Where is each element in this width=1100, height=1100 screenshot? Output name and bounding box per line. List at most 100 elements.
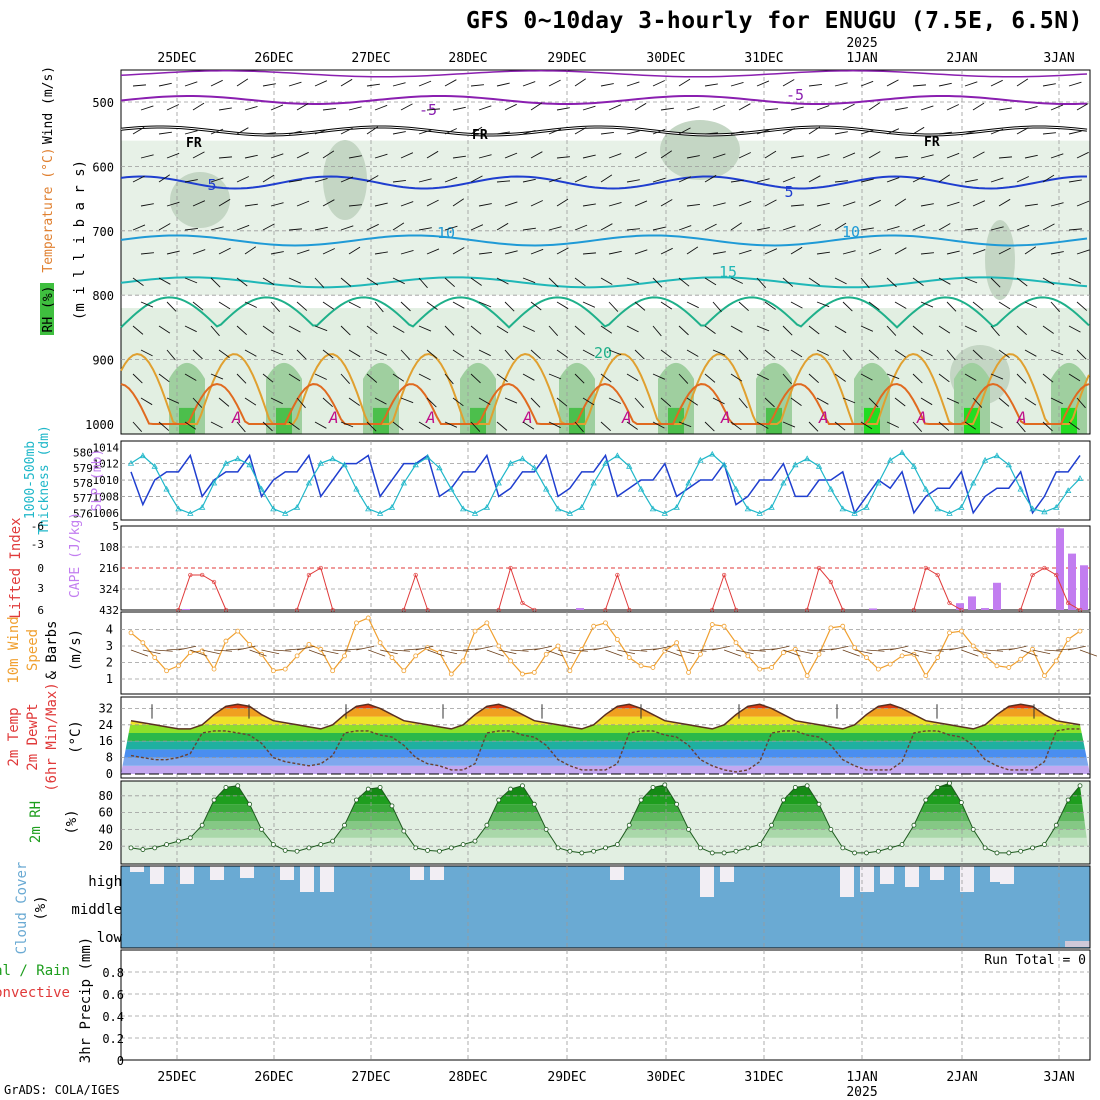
- wind-barb: [236, 325, 247, 336]
- rh-point: [1053, 822, 1059, 828]
- wind-barb: [998, 349, 1010, 359]
- wind-speed-point: [567, 668, 573, 674]
- wind-barb: [1024, 203, 1038, 207]
- wind-barb: [288, 179, 302, 183]
- lifted-index-line: [403, 573, 429, 611]
- wind-barb: [548, 277, 559, 288]
- wind-barb-surface: [735, 649, 754, 655]
- wind-barb-surface: [190, 649, 208, 657]
- cloud-high-block: [150, 866, 164, 884]
- wind-barb: [374, 251, 388, 255]
- wind-barb: [686, 349, 699, 357]
- day-label-bottom: 30DEC: [646, 1070, 685, 1085]
- wind-speed-point: [1018, 656, 1024, 662]
- rh-point: [567, 848, 573, 854]
- wind-barb: [712, 153, 726, 159]
- day-label-top: 1JAN: [846, 51, 877, 66]
- wind-barb: [764, 248, 778, 255]
- wind-barb: [426, 199, 439, 207]
- thickness-point: [732, 485, 740, 492]
- cloud-high-block: [240, 866, 254, 878]
- wind-barb: [366, 421, 377, 432]
- wind-barb: [192, 349, 203, 360]
- wind-barb-surface: [652, 645, 671, 651]
- wind-barb: [262, 132, 276, 135]
- day-label-bottom: 26DEC: [254, 1070, 293, 1085]
- wind-speed-point: [674, 640, 680, 646]
- wind-speed-point: [947, 630, 952, 636]
- wind-barb: [574, 224, 588, 231]
- lifted-index-line: [913, 567, 962, 611]
- wind-barb: [582, 154, 596, 159]
- wind-speed-point: [128, 630, 134, 636]
- rh-point: [674, 801, 680, 807]
- wind-barb-surface: [807, 649, 826, 652]
- rh-label: RH (%): [41, 286, 56, 333]
- cape-bar: [1068, 553, 1076, 610]
- wind-barb: [392, 373, 405, 382]
- wind-barb: [296, 301, 308, 311]
- wind-speed-point: [982, 653, 988, 659]
- rh-point: [1030, 845, 1035, 851]
- wind-speed-point: [733, 640, 739, 646]
- wind-barb: [478, 105, 492, 111]
- wind-speed-point: [484, 620, 490, 626]
- day-label-bottom: 25DEC: [157, 1070, 196, 1085]
- rh-point: [555, 845, 561, 851]
- surface-marker: A: [231, 408, 242, 427]
- wind-barb: [834, 180, 848, 183]
- temp-band: [121, 733, 1090, 742]
- thickness-point: [270, 505, 277, 512]
- wind-barb: [652, 177, 666, 183]
- slp-tick: 1014: [93, 441, 120, 454]
- wind-barb: [556, 349, 568, 358]
- temp-tick: 24: [99, 718, 113, 732]
- wind-barb: [756, 129, 770, 135]
- wind-barb: [374, 104, 388, 111]
- wind-barb: [314, 373, 327, 380]
- rh-point: [1018, 848, 1024, 854]
- cloud-high-block: [840, 866, 854, 897]
- wind-barb: [1076, 103, 1089, 111]
- thickness-point: [637, 485, 645, 492]
- wind-barb: [834, 277, 847, 285]
- wind-barb: [158, 325, 171, 334]
- wind-barb: [660, 301, 673, 310]
- surface-marker: A: [818, 408, 829, 427]
- wind-barb: [496, 222, 509, 231]
- rh-point: [852, 850, 858, 856]
- wind-barb: [600, 174, 613, 183]
- wind-barb: [166, 152, 180, 159]
- day-label-bottom: 1JAN: [846, 1070, 877, 1085]
- wind-barb: [1016, 176, 1029, 183]
- wind-barb: [608, 349, 622, 356]
- pressure-label: (m i l l i b a r s): [72, 160, 88, 320]
- wind-barb-surface: [534, 645, 553, 651]
- wind-barb: [366, 175, 379, 183]
- day-label-top: 25DEC: [157, 51, 196, 66]
- wind-speed-point: [306, 641, 312, 647]
- wind-barb: [808, 325, 820, 335]
- wind-barb: [998, 156, 1012, 159]
- wind-barb: [210, 177, 224, 183]
- wind-barb: [1068, 421, 1080, 431]
- wind-barb: [678, 176, 692, 183]
- wind-barb: [990, 325, 1000, 337]
- wind-barb: [418, 277, 428, 289]
- wind-barb: [816, 301, 830, 308]
- wind-barb-surface: [605, 649, 623, 657]
- rh-point: [1042, 842, 1047, 847]
- wind-barb: [158, 174, 171, 183]
- day-label-bottom: 2JAN: [946, 1070, 977, 1085]
- temp-band: [121, 741, 1090, 750]
- wind-barb: [782, 127, 795, 135]
- wind-barb: [288, 228, 302, 231]
- wind-barb: [192, 397, 203, 408]
- wind-barb: [1050, 301, 1061, 312]
- lifted-index-point: [947, 600, 952, 606]
- wind-barb-surface: [925, 649, 944, 652]
- rh-point: [1077, 783, 1083, 789]
- wind-speed-point: [781, 650, 786, 655]
- wind-barb: [574, 325, 586, 335]
- wind-barb: [1050, 104, 1064, 111]
